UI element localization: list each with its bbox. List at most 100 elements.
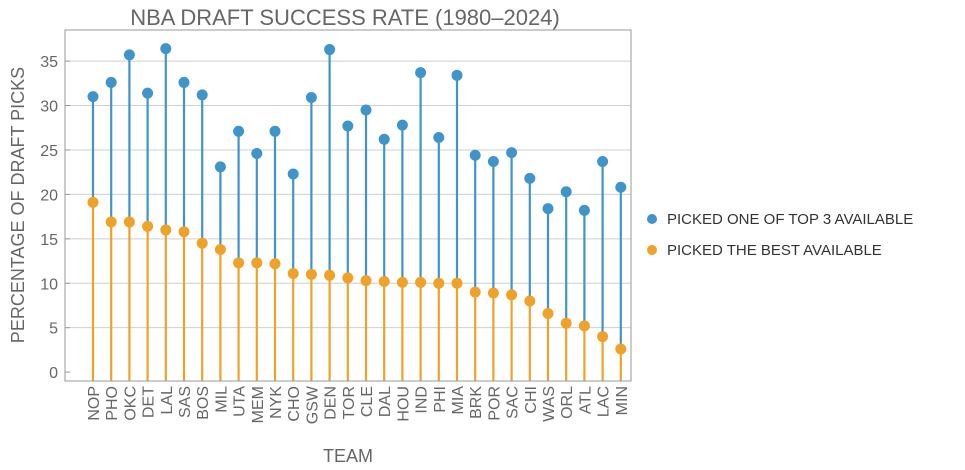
point-best-PHO: [105, 216, 117, 228]
point-top3-NOP: [87, 91, 99, 103]
x-tick-label-CHI: CHI: [523, 386, 540, 414]
point-top3-LAL: [160, 43, 172, 55]
point-best-UTA: [233, 257, 245, 269]
point-top3-OKC: [123, 49, 135, 61]
y-tick-label-5: 5: [49, 321, 58, 338]
point-top3-DAL: [378, 133, 390, 145]
x-tick-label-ATL: ATL: [577, 386, 594, 414]
chart-title: NBA DRAFT SUCCESS RATE (1980–2024): [130, 5, 560, 30]
point-top3-HOU: [396, 119, 408, 131]
y-axis-label: PERCENTAGE OF DRAFT PICKS: [8, 67, 28, 343]
point-best-LAL: [160, 224, 172, 236]
point-best-DEN: [324, 269, 336, 281]
y-tick-label-20: 20: [40, 187, 58, 204]
point-top3-UTA: [233, 125, 245, 137]
point-best-DET: [142, 220, 154, 232]
point-best-PHI: [433, 277, 445, 289]
point-best-SAS: [178, 226, 190, 238]
point-top3-SAC: [506, 147, 518, 159]
legend-marker-best: [647, 245, 657, 255]
point-top3-DET: [142, 87, 154, 99]
point-top3-IND: [415, 67, 427, 79]
x-axis-label: TEAM: [323, 446, 373, 466]
point-top3-TOR: [342, 120, 354, 132]
point-best-MIL: [214, 243, 226, 255]
point-top3-BRK: [469, 149, 481, 161]
x-tick-label-SAS: SAS: [177, 386, 194, 418]
point-best-ORL: [560, 317, 572, 329]
x-tick-label-UTA: UTA: [232, 386, 249, 417]
point-best-ATL: [578, 320, 590, 332]
y-axis-ticks: 0 5 10 15 20 25 30 35: [40, 54, 70, 382]
point-top3-CHO: [287, 168, 299, 180]
point-best-CLE: [360, 275, 372, 287]
x-tick-label-DEN: DEN: [323, 386, 340, 420]
lollipop-points: [87, 43, 627, 355]
point-best-SAC: [506, 289, 518, 301]
x-tick-label-SAC: SAC: [505, 386, 522, 419]
point-top3-CLE: [360, 104, 372, 116]
point-top3-ORL: [560, 186, 572, 198]
x-tick-label-DET: DET: [141, 386, 158, 418]
point-best-BOS: [196, 237, 208, 249]
point-best-MIA: [451, 277, 463, 289]
y-tick-label-15: 15: [40, 232, 58, 249]
point-top3-CHI: [524, 172, 536, 184]
point-top3-LAC: [597, 156, 609, 168]
point-top3-PHI: [433, 132, 445, 144]
x-tick-label-TOR: TOR: [341, 386, 358, 419]
point-best-CHI: [524, 295, 536, 307]
point-top3-NYK: [269, 125, 281, 137]
point-top3-GSW: [305, 92, 317, 104]
x-tick-label-PHO: PHO: [104, 386, 121, 421]
legend-label-top3: PICKED ONE OF TOP 3 AVAILABLE: [667, 211, 913, 228]
x-tick-label-WAS: WAS: [541, 386, 558, 422]
x-tick-label-BRK: BRK: [468, 386, 485, 419]
point-top3-SAS: [178, 76, 190, 88]
x-tick-label-IND: IND: [414, 386, 431, 414]
point-top3-PHO: [105, 76, 117, 88]
x-tick-label-MEM: MEM: [250, 386, 267, 423]
y-tick-label-25: 25: [40, 143, 58, 160]
point-top3-MIN: [615, 181, 627, 193]
y-tick-label-35: 35: [40, 54, 58, 71]
point-top3-DEN: [324, 44, 336, 56]
point-best-GSW: [305, 268, 317, 280]
x-tick-label-BOS: BOS: [195, 386, 212, 420]
point-best-IND: [415, 276, 427, 288]
point-best-HOU: [396, 276, 408, 288]
point-best-NYK: [269, 258, 281, 270]
x-tick-label-LAC: LAC: [596, 386, 613, 417]
x-tick-label-HOU: HOU: [395, 386, 412, 422]
point-best-CHO: [287, 267, 299, 279]
x-tick-label-ORL: ORL: [559, 386, 576, 419]
legend-marker-top3: [647, 214, 657, 224]
y-tick-label-0: 0: [49, 365, 58, 382]
plot-frame: [64, 29, 632, 382]
point-top3-MIA: [451, 69, 463, 81]
point-top3-MEM: [251, 148, 263, 160]
y-tick-label-30: 30: [40, 99, 58, 116]
point-best-POR: [487, 287, 499, 299]
x-tick-label-OKC: OKC: [122, 386, 139, 421]
x-tick-label-MIL: MIL: [213, 386, 230, 413]
x-tick-label-NOP: NOP: [86, 386, 103, 421]
x-tick-label-GSW: GSW: [304, 385, 321, 424]
x-tick-label-LAL: LAL: [159, 386, 176, 415]
point-best-OKC: [123, 216, 135, 228]
point-best-MEM: [251, 257, 263, 269]
point-top3-MIL: [214, 161, 226, 173]
lollipop-stems: [91, 48, 622, 381]
point-best-WAS: [542, 307, 554, 319]
point-best-MIN: [615, 343, 627, 355]
legend-label-best: PICKED THE BEST AVAILABLE: [667, 242, 882, 259]
x-tick-label-CLE: CLE: [359, 386, 376, 417]
x-axis-category-labels: NOP PHO OKC DET LAL SAS BOS MIL UTA MEM NYK CHO GSW D…: [86, 385, 631, 424]
point-best-NOP: [87, 196, 99, 208]
x-tick-label-NYK: NYK: [268, 386, 285, 419]
x-tick-label-MIN: MIN: [614, 386, 631, 415]
point-top3-BOS: [196, 89, 208, 101]
point-top3-ATL: [578, 204, 590, 216]
x-tick-label-POR: POR: [486, 386, 503, 421]
